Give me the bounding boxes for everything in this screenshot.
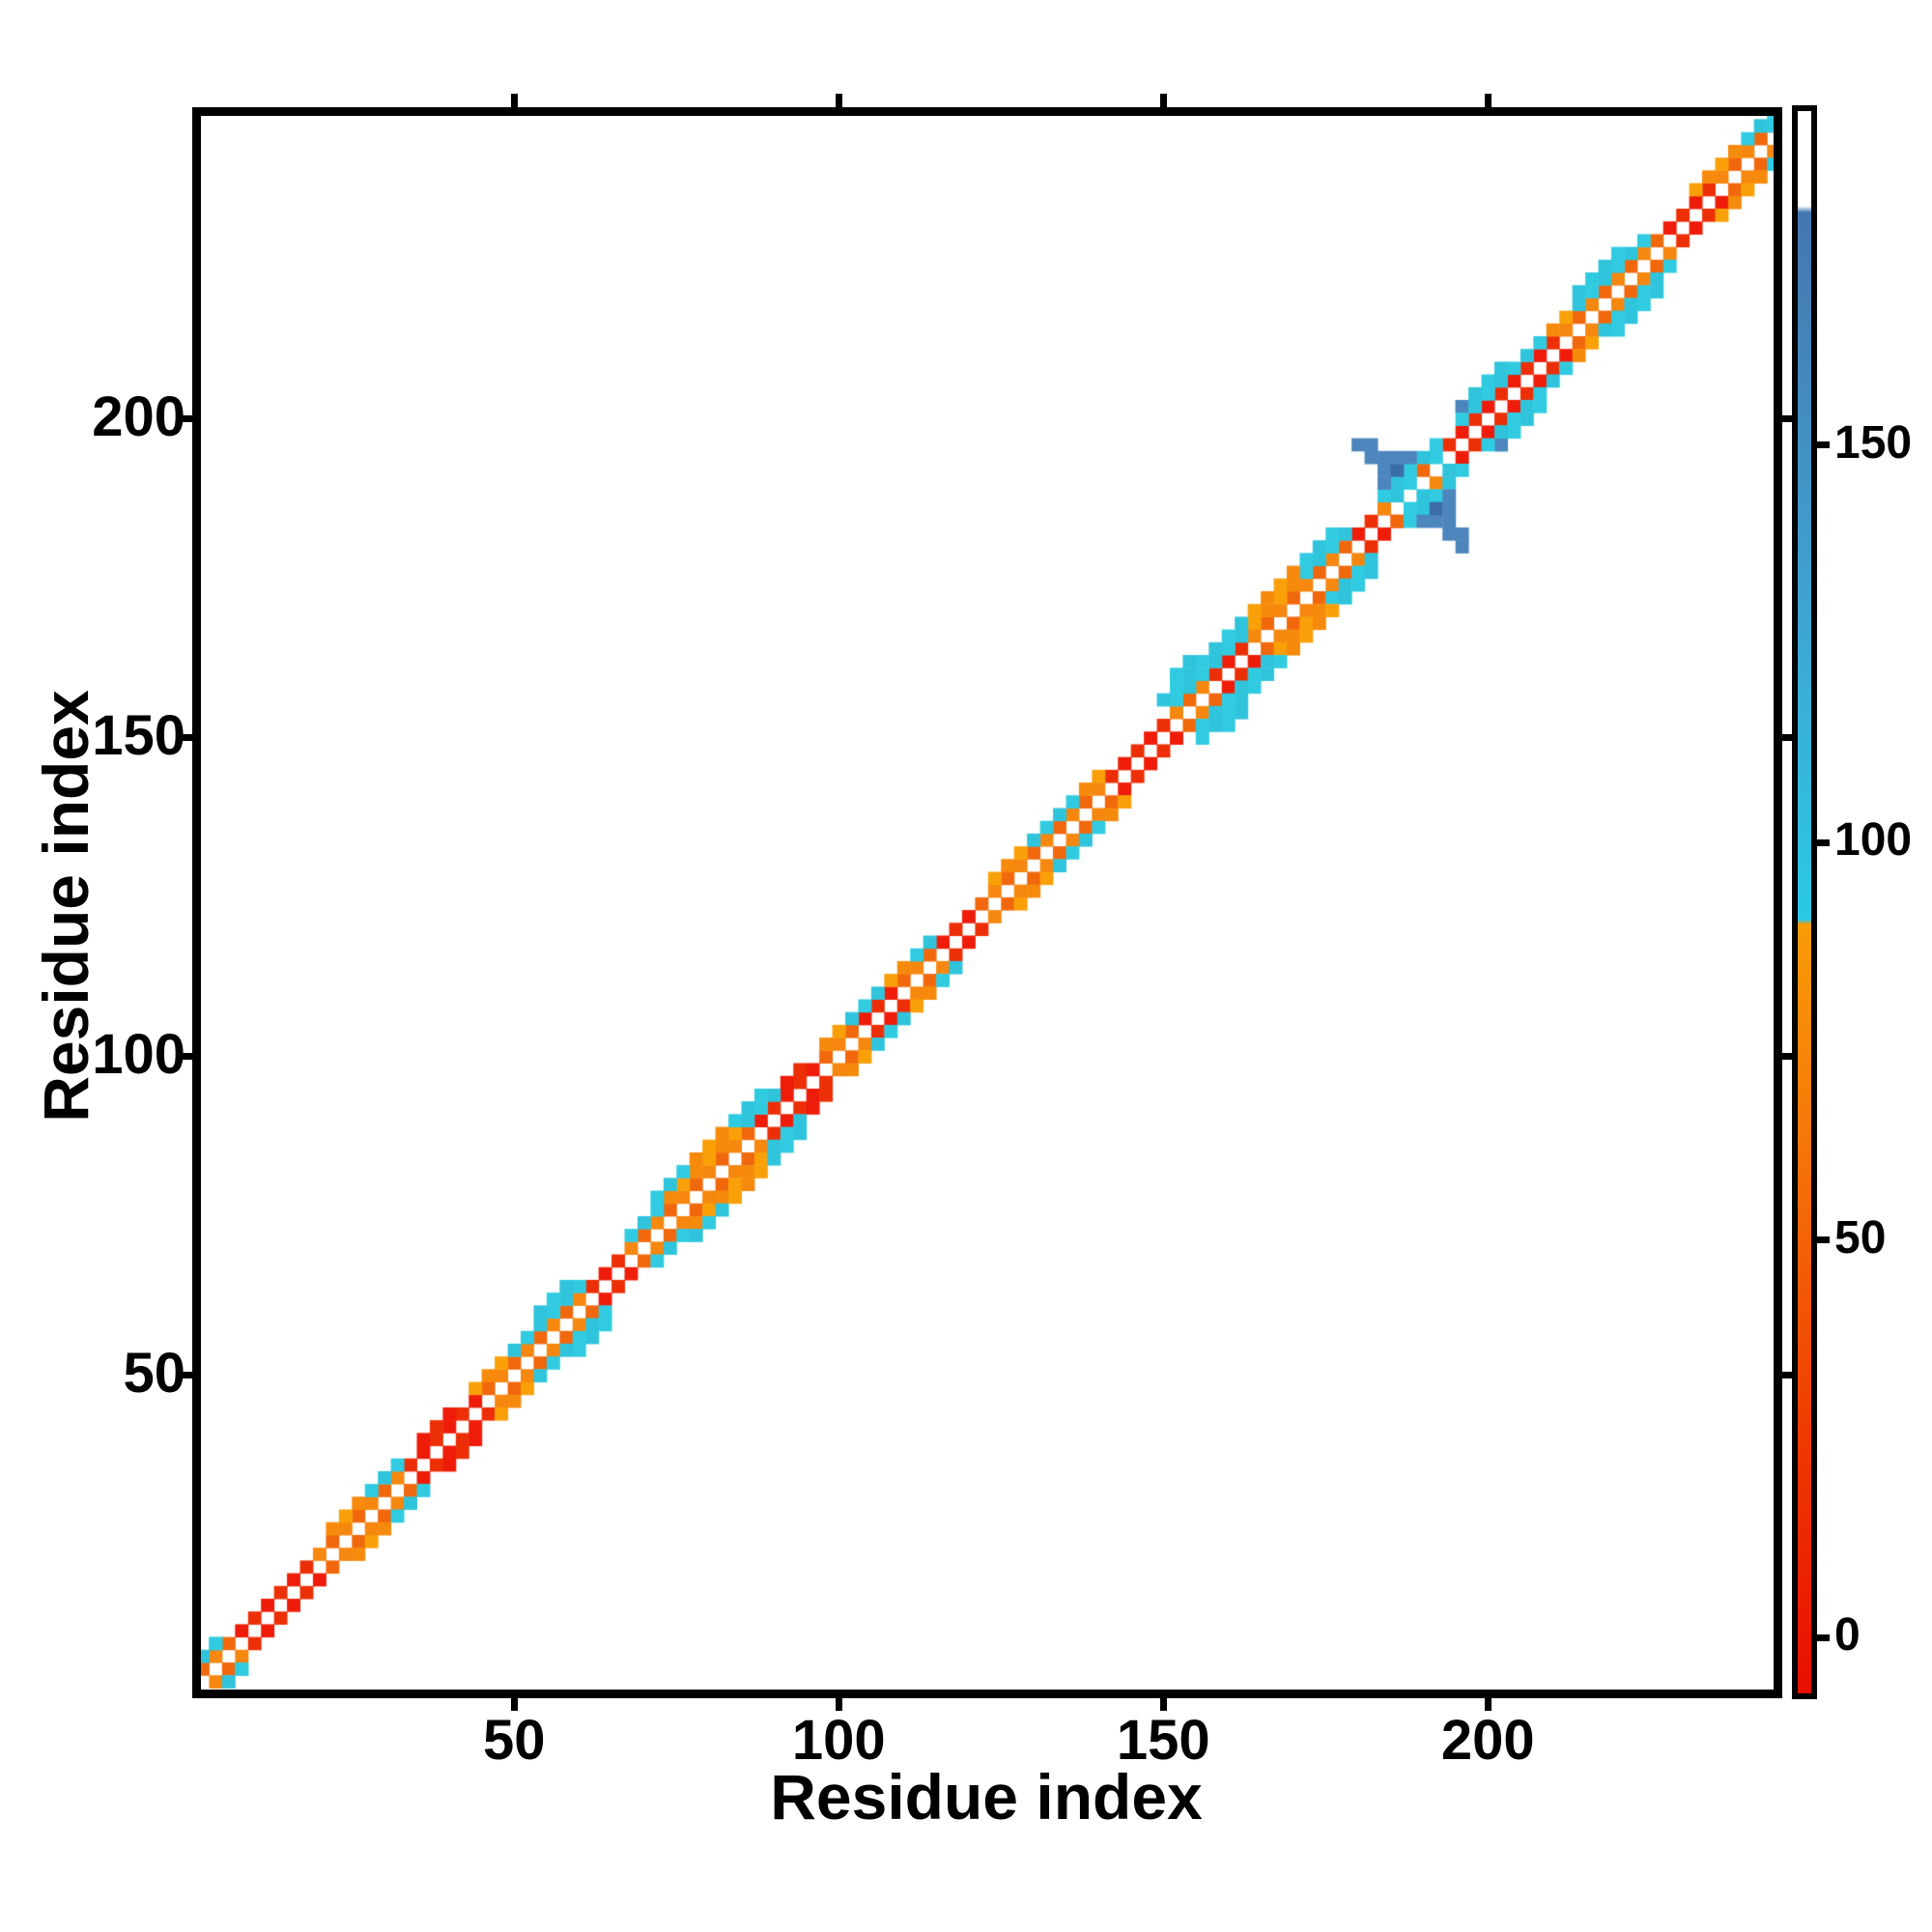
- contact-map-canvas: [196, 111, 1777, 1694]
- y-tick-right: [1782, 1372, 1794, 1379]
- y-tick-label: 50: [123, 1341, 185, 1405]
- y-axis-title: Residue index: [30, 690, 101, 1122]
- x-tick-bottom: [1484, 1697, 1492, 1711]
- colorbar-gradient: [1798, 111, 1811, 1693]
- x-tick-top: [1159, 94, 1167, 107]
- colorbar-tick-label: 100: [1834, 814, 1913, 867]
- y-tick-right: [1782, 1053, 1794, 1061]
- colorbar: [1792, 105, 1817, 1699]
- colorbar-tick-label: 50: [1834, 1211, 1887, 1264]
- x-axis-title: Residue index: [770, 1761, 1203, 1833]
- y-tick-right: [1782, 415, 1794, 423]
- colorbar-tick: [1817, 1634, 1830, 1641]
- y-tick-left: [179, 734, 192, 742]
- x-tick-label: 50: [483, 1709, 546, 1772]
- colorbar-tick: [1817, 838, 1830, 846]
- colorbar-tick: [1817, 1236, 1830, 1244]
- x-tick-label: 150: [1116, 1709, 1210, 1772]
- x-tick-top: [510, 94, 518, 107]
- y-tick-right: [1782, 734, 1794, 742]
- x-tick-top: [835, 94, 842, 107]
- x-tick-top: [1484, 94, 1492, 107]
- y-tick-label: 200: [92, 384, 185, 448]
- y-tick-label: 150: [92, 703, 185, 767]
- y-tick-label: 100: [92, 1022, 185, 1086]
- y-tick-left: [179, 415, 192, 423]
- colorbar-tick: [1817, 441, 1830, 449]
- colorbar-tick-label: 150: [1834, 416, 1913, 469]
- colorbar-tick-label: 0: [1834, 1609, 1861, 1662]
- y-tick-left: [179, 1372, 192, 1379]
- y-tick-left: [179, 1053, 192, 1061]
- x-tick-bottom: [835, 1697, 842, 1711]
- x-tick-label: 200: [1440, 1709, 1535, 1772]
- x-tick-bottom: [1159, 1697, 1167, 1711]
- x-tick-bottom: [510, 1697, 518, 1711]
- x-tick-label: 100: [791, 1709, 886, 1772]
